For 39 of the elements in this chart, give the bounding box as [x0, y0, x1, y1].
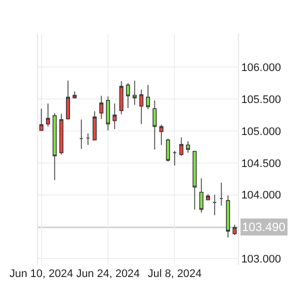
candlestick: [99, 96, 104, 120]
candlestick: [119, 80, 124, 115]
candlestick: [79, 119, 84, 150]
x-tick-label: Jun 24, 2024: [76, 268, 140, 280]
candlestick: [59, 113, 64, 155]
candlestick: [92, 110, 97, 140]
candlestick: [46, 103, 50, 127]
candlestick: [152, 100, 157, 150]
candlestick: [86, 133, 90, 146]
candlestick: [232, 224, 237, 236]
candlestick: [126, 82, 130, 108]
candlestick: [226, 195, 230, 238]
y-tick-label: 105.000: [241, 126, 281, 138]
y-tick-label: 106.000: [241, 62, 281, 74]
candlestick: [186, 140, 190, 154]
candlestick: [139, 89, 144, 124]
candlestick: [206, 194, 210, 200]
candlestick: [132, 80, 137, 106]
candlestick: [52, 112, 57, 181]
candlestick: [172, 150, 177, 166]
candlestick: [112, 103, 117, 130]
candlestick: [66, 80, 70, 120]
candlestick: [39, 108, 44, 132]
candlestick: [159, 124, 164, 146]
candlestick: [199, 178, 204, 214]
candlestick: [179, 136, 184, 156]
y-tick-label: 105.500: [241, 94, 281, 106]
candlestick: [219, 182, 224, 206]
ref-line-label: 103.490: [242, 220, 286, 234]
candlestick: [212, 194, 217, 216]
y-tick-label: 103.000: [241, 253, 281, 266]
candlestick: [192, 150, 197, 210]
y-tick-label: 104.500: [241, 158, 281, 170]
y-tick-label: 104.000: [241, 190, 281, 202]
x-tick-label: Jul 8, 2024: [148, 268, 202, 280]
candlestick: [146, 84, 150, 110]
candlestick: [106, 96, 110, 131]
x-tick-label: Jun 10, 2024: [10, 268, 74, 280]
candlestick: [166, 138, 170, 162]
